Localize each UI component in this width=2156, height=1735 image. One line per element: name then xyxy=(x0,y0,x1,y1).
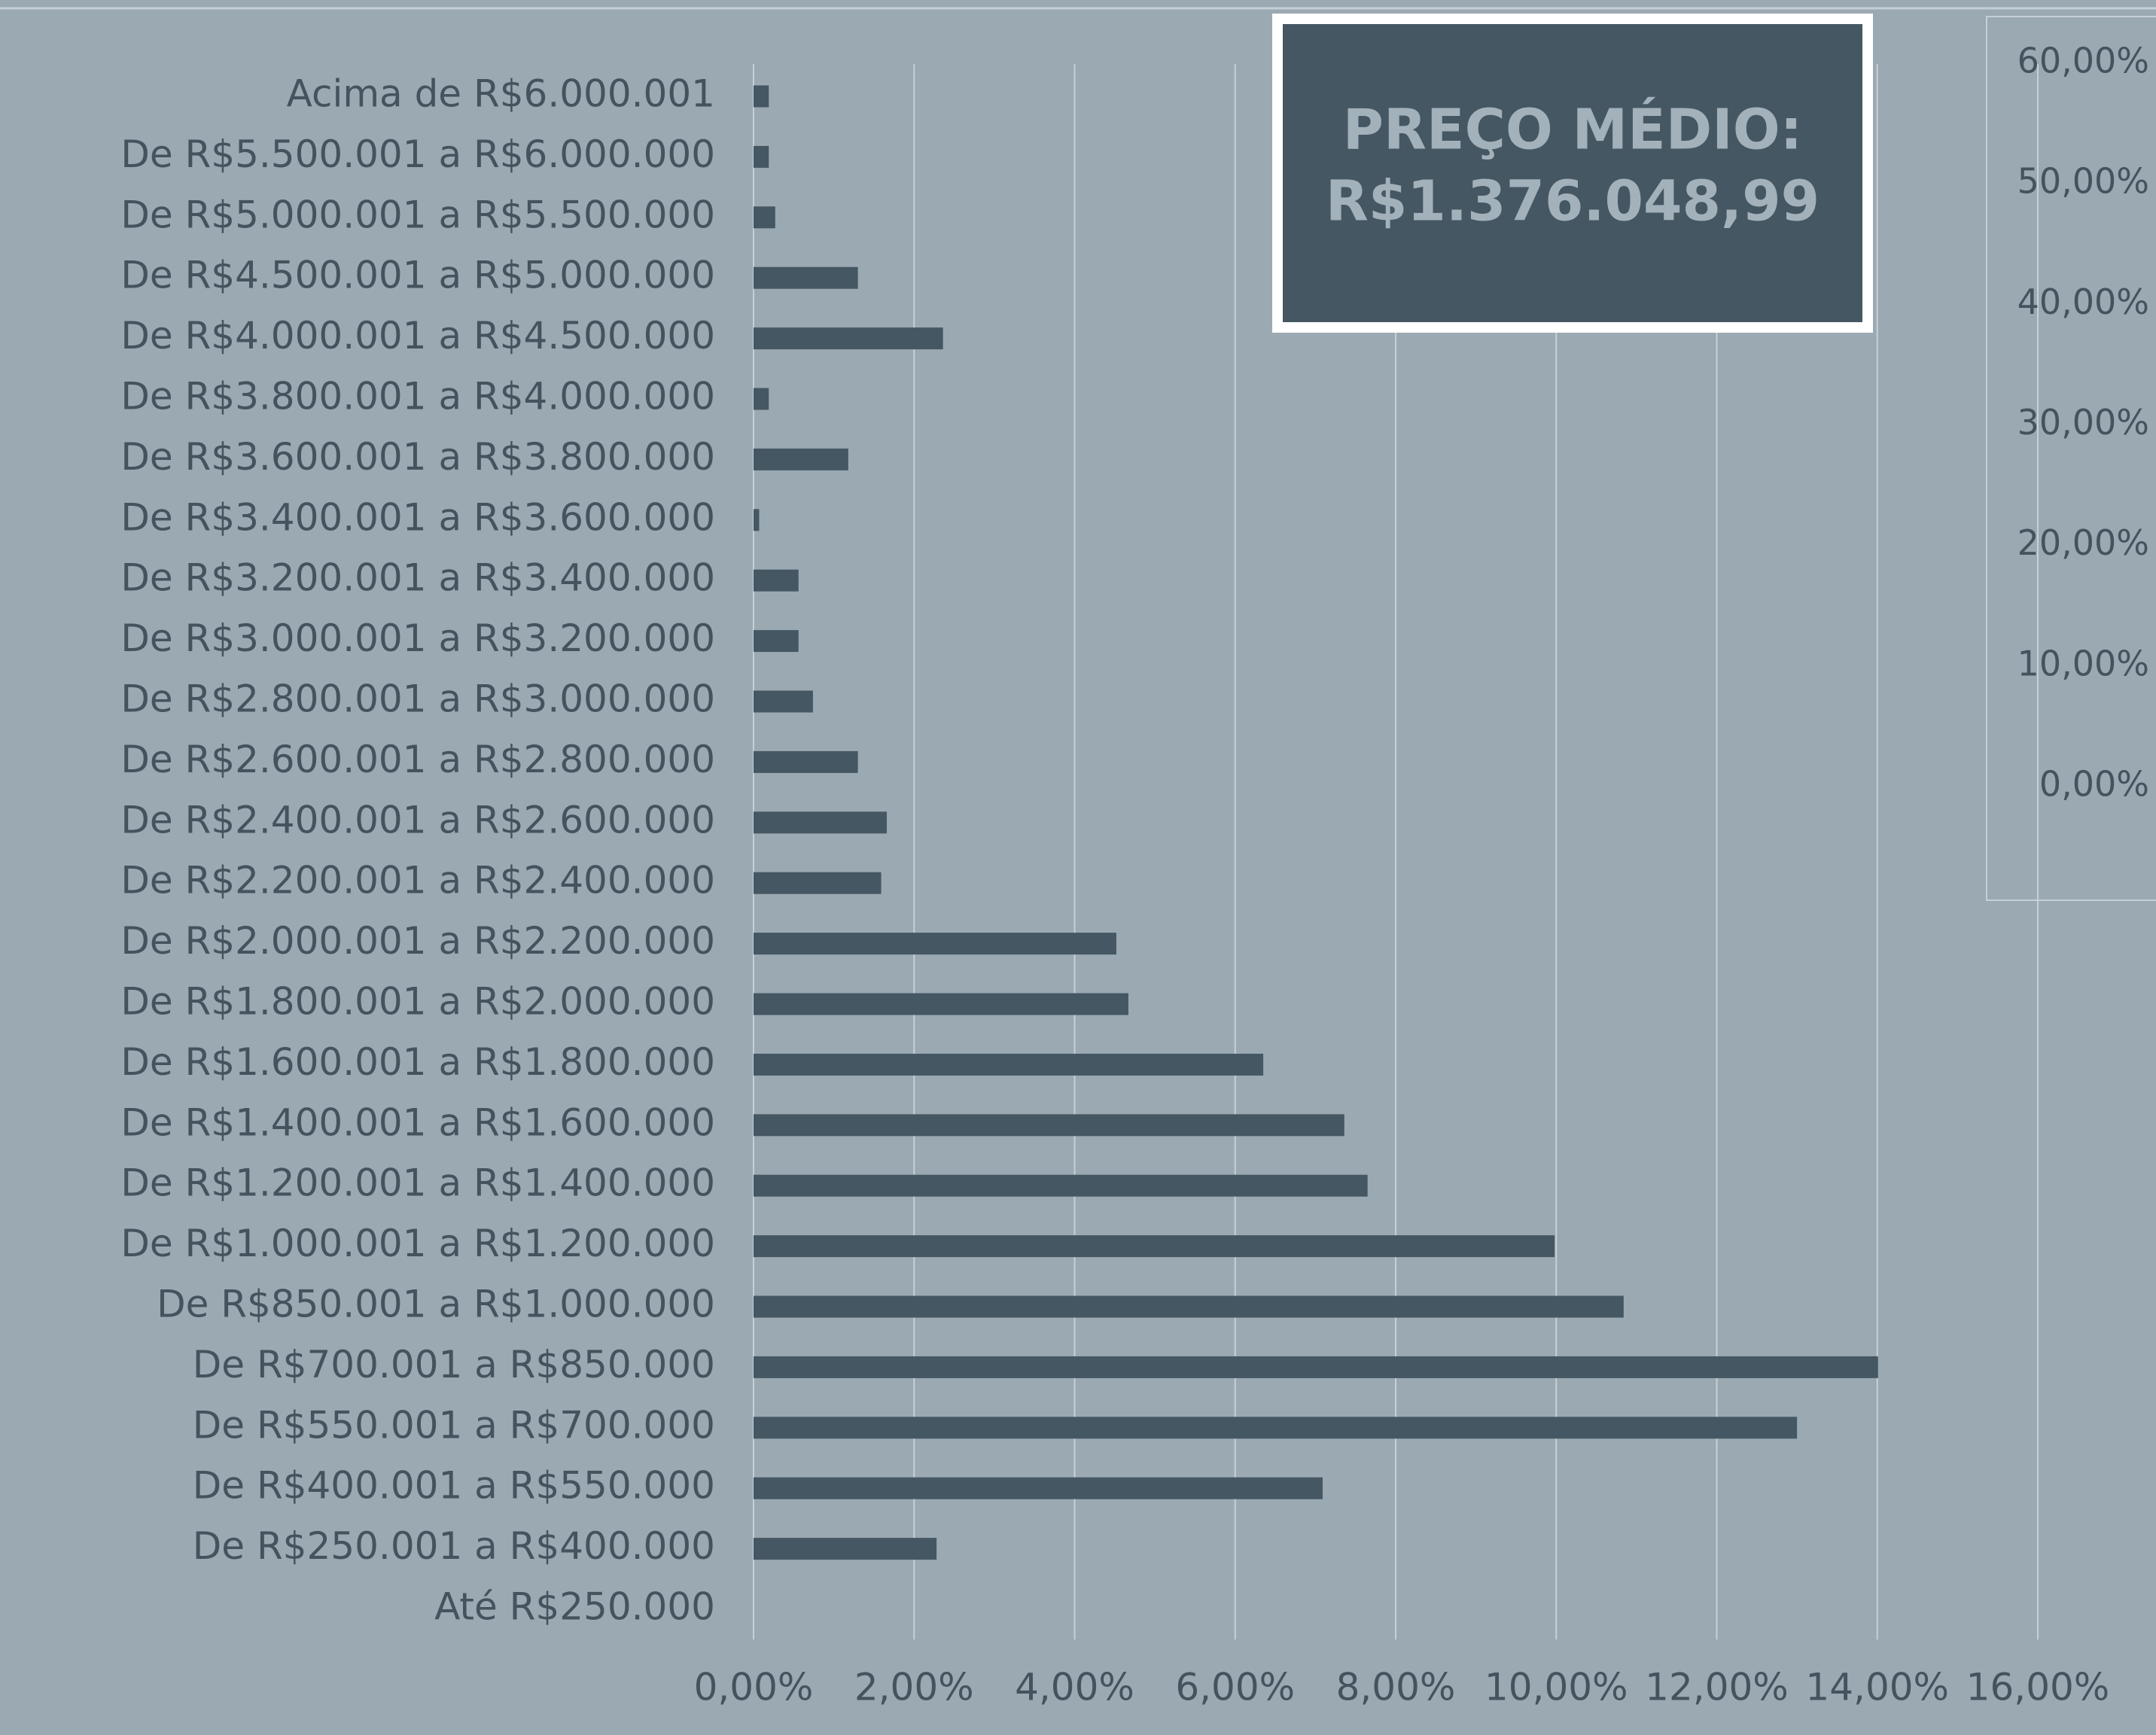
y-tick-label: De R$2.200.001 a R$2.400.000 xyxy=(120,859,715,903)
bar xyxy=(754,85,769,108)
plot: 0,00% 2,00% 4,00% 6,00% 8,00% 10,00% 12,00% 14,… xyxy=(120,41,2149,1709)
y-tick-label: 0,00% xyxy=(2039,764,2149,805)
y-tick-label: De R$1.400.001 a R$1.600.000 xyxy=(120,1100,715,1144)
y-tick-label: De R$3.000.001 a R$3.200.000 xyxy=(120,616,715,660)
y-tick-label: De R$700.001 a R$850.000 xyxy=(193,1343,715,1386)
x-tick-label: 16,00% xyxy=(1966,1666,2110,1709)
bar xyxy=(754,1174,1368,1197)
y-tick-label: De R$550.001 a R$700.000 xyxy=(193,1403,715,1447)
bar xyxy=(754,1295,1624,1318)
y-tick-label: De R$2.800.001 a R$3.000.000 xyxy=(120,677,715,721)
bar xyxy=(754,933,1116,955)
bar xyxy=(754,872,882,894)
y-tick-label: De R$4.000.001 a R$4.500.000 xyxy=(120,314,715,358)
y-tick-label: De R$250.001 a R$400.000 xyxy=(193,1524,715,1568)
y-tick-label: Até R$250.000 xyxy=(434,1585,715,1629)
y-tick-label: De R$5.000.001 a R$5.500.000 xyxy=(120,193,715,236)
x-tick-label: 10,00% xyxy=(1485,1666,1628,1709)
bar xyxy=(754,1538,937,1560)
y-tick-label: De R$850.001 a R$1.000.000 xyxy=(157,1283,715,1326)
annotation-line: PREÇO MÉDIO: xyxy=(1343,96,1802,163)
y-tick-label: Acima de R$6.000.001 xyxy=(287,72,715,116)
y-tick-label: 50,00% xyxy=(2017,161,2149,202)
bar xyxy=(754,1477,1323,1499)
x-tick-label: 2,00% xyxy=(854,1666,974,1709)
bar xyxy=(754,448,848,470)
x-tick-label: 12,00% xyxy=(1645,1666,1789,1709)
annotation-line: R$1.376.048,99 xyxy=(1326,169,1820,234)
y-tick-label: De R$2.600.001 a R$2.800.000 xyxy=(120,738,715,781)
bar xyxy=(754,388,769,410)
bar xyxy=(754,327,943,350)
secondary-frame xyxy=(1986,16,2156,901)
bar xyxy=(754,993,1128,1015)
bar xyxy=(754,509,760,531)
x-tick-label: 6,00% xyxy=(1175,1666,1295,1709)
y-tick-label: 10,00% xyxy=(2017,643,2149,683)
y-tick-label: 30,00% xyxy=(2017,402,2149,443)
bar xyxy=(754,266,858,289)
y-tick-label: De R$1.200.001 a R$1.400.000 xyxy=(120,1161,715,1205)
x-tick-label: 8,00% xyxy=(1336,1666,1456,1709)
y-tick-label: 20,00% xyxy=(2017,522,2149,563)
y-tick-label: De R$1.600.001 a R$1.800.000 xyxy=(120,1040,715,1084)
y-tick-label: De R$400.001 a R$550.000 xyxy=(193,1464,715,1508)
x-tick-label: 14,00% xyxy=(1805,1666,1949,1709)
bar xyxy=(754,145,769,168)
bar xyxy=(754,1356,1878,1378)
bar xyxy=(754,811,887,834)
bar xyxy=(754,690,813,713)
y-tick-label: De R$3.400.001 a R$3.600.000 xyxy=(120,495,715,539)
bar xyxy=(754,750,858,773)
bar xyxy=(754,630,799,653)
y-tick-label: 40,00% xyxy=(2017,282,2149,322)
annotation-box xyxy=(1272,14,1873,333)
y-tick-label: De R$3.800.001 a R$4.000.000 xyxy=(120,375,715,419)
y-tick-label: De R$4.500.001 a R$5.000.000 xyxy=(120,254,715,297)
bar xyxy=(754,1417,1798,1439)
x-tick-label: 0,00% xyxy=(694,1666,814,1709)
y-tick-label: De R$1.800.001 a R$2.000.000 xyxy=(120,980,715,1024)
bar xyxy=(754,1053,1264,1076)
y-tick-label: 60,00% xyxy=(2017,41,2149,81)
bar xyxy=(754,569,799,592)
y-tick-label: De R$1.000.001 a R$1.200.000 xyxy=(120,1222,715,1265)
bar xyxy=(754,1235,1555,1258)
x-tick-label: 4,00% xyxy=(1015,1666,1134,1709)
bar xyxy=(754,206,775,229)
y-tick-label: De R$5.500.001 a R$6.000.000 xyxy=(120,132,715,176)
bar xyxy=(754,1114,1344,1137)
y-tick-label: De R$3.600.001 a R$3.800.000 xyxy=(120,435,715,479)
y-tick-label: De R$2.000.001 a R$2.200.000 xyxy=(120,919,715,963)
y-tick-label: De R$2.400.001 a R$2.600.000 xyxy=(120,798,715,842)
y-tick-label: De R$3.200.001 a R$3.400.000 xyxy=(120,556,715,600)
